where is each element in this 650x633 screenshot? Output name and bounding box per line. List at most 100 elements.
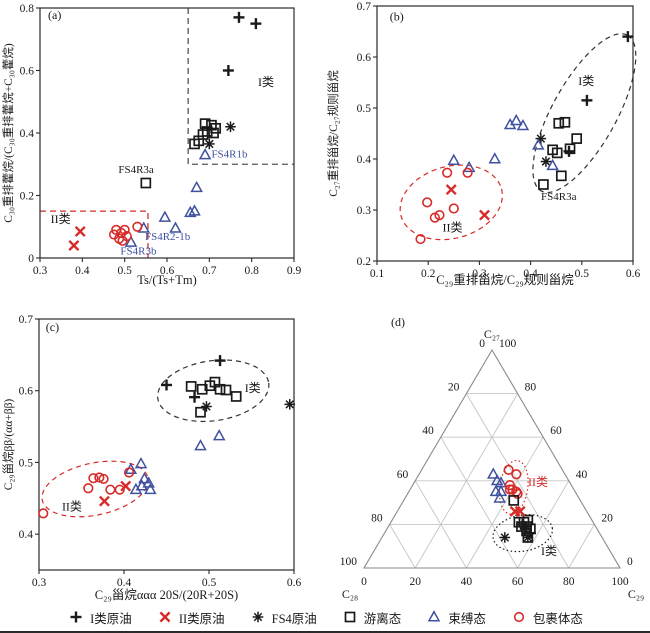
legend-item-0: I类原油 <box>67 608 132 627</box>
svg-text:0.4: 0.4 <box>19 529 34 541</box>
svg-text:100: 100 <box>499 338 517 350</box>
svg-text:0.6: 0.6 <box>160 265 175 277</box>
svg-text:(a): (a) <box>48 8 61 22</box>
svg-text:FS4R3a: FS4R3a <box>118 164 154 176</box>
svg-text:0: 0 <box>479 338 485 350</box>
svg-text:II类: II类 <box>528 475 548 489</box>
svg-text:C₃₀重排藿烷/(C₃₀重排藿烷+C₃₀藿烷): C₃₀重排藿烷/(C₃₀重排藿烷+C₃₀藿烷) <box>1 43 15 223</box>
svg-text:C₂₈: C₂₈ <box>342 587 358 601</box>
svg-text:100: 100 <box>340 556 358 568</box>
svg-text:0.6: 0.6 <box>20 66 35 78</box>
svg-text:FS4R1b: FS4R1b <box>211 148 248 160</box>
svg-text:0: 0 <box>28 253 34 265</box>
panel-d-ternary-chart: 0 100 0 20 80 20 40 60 40 60 40 60 80 20 80 100 0 100 C₂₇ C… <box>325 300 650 610</box>
svg-text:0.8: 0.8 <box>244 265 259 277</box>
chart-a-svg: 0.3 0.4 0.5 0.6 0.7 0.8 0.9 0 0.2 0.4 0.6 0.8 Ts/(Ts… <box>1 3 302 287</box>
svg-text:0.6: 0.6 <box>357 52 372 64</box>
svg-text:40: 40 <box>461 576 473 588</box>
legend-label: 束缚态 <box>448 611 486 626</box>
svg-text:0: 0 <box>361 576 367 588</box>
panel-a-chart: 0.3 0.4 0.5 0.6 0.7 0.8 0.9 0 0.2 0.4 0.6 0.8 Ts/(Ts… <box>0 0 325 300</box>
x-marker-icon <box>159 611 171 623</box>
svg-text:0.7: 0.7 <box>202 265 217 277</box>
svg-text:II类: II类 <box>51 212 71 226</box>
svg-text:0.5: 0.5 <box>357 103 372 115</box>
svg-text:(c): (c) <box>46 320 59 334</box>
legend-label: II类原油 <box>178 611 225 626</box>
svg-text:0.6: 0.6 <box>19 386 34 398</box>
legend-item-5: 包裹体态 <box>510 608 583 627</box>
svg-text:0.6: 0.6 <box>287 577 302 589</box>
chart-c-svg: 0.3 0.4 0.5 0.6 0.4 0.5 0.6 0.7 C₂₉甾烷ααα 20S/(20… <box>1 314 302 602</box>
svg-text:C₂₇重排甾烷/C₂₇规则甾烷: C₂₇重排甾烷/C₂₇规则甾烷 <box>326 70 340 197</box>
svg-text:C₂₉: C₂₉ <box>628 587 644 601</box>
svg-text:0.1: 0.1 <box>370 268 385 280</box>
svg-text:C₂₉甾烷ααα 20S/(20R+20S): C₂₉甾烷ααα 20S/(20R+20S) <box>95 588 238 602</box>
svg-text:0.6: 0.6 <box>626 268 641 280</box>
svg-text:0.4: 0.4 <box>20 128 35 140</box>
svg-text:0.5: 0.5 <box>202 577 217 589</box>
svg-text:0.5: 0.5 <box>19 457 34 469</box>
svg-text:20: 20 <box>448 382 460 394</box>
svg-text:60: 60 <box>550 425 562 437</box>
svg-text:0.8: 0.8 <box>20 3 35 15</box>
svg-text:I类: I类 <box>541 544 557 558</box>
svg-text:80: 80 <box>563 576 575 588</box>
svg-text:0.4: 0.4 <box>523 268 538 280</box>
legend-label: 包裹体态 <box>532 611 583 626</box>
legend-item-2: FS4原油 <box>249 608 317 627</box>
svg-text:0.2: 0.2 <box>357 256 372 268</box>
panel-c-chart: 0.3 0.4 0.5 0.6 0.4 0.5 0.6 0.7 C₂₉甾烷ααα 20S/(20… <box>0 300 325 610</box>
legend-label: I类原油 <box>90 611 132 626</box>
svg-text:0.2: 0.2 <box>20 191 35 203</box>
plus-marker-icon <box>70 611 82 623</box>
svg-text:0.3: 0.3 <box>33 265 48 277</box>
triangle-marker-icon <box>428 610 441 622</box>
svg-text:0.5: 0.5 <box>117 265 132 277</box>
svg-text:0.4: 0.4 <box>75 265 90 277</box>
bottom-rule-divider <box>0 631 650 633</box>
svg-text:0.3: 0.3 <box>357 205 372 217</box>
svg-text:40: 40 <box>576 469 588 481</box>
svg-text:C₂₉甾烷ββ/(αα+ββ): C₂₉甾烷ββ/(αα+ββ) <box>1 399 15 491</box>
svg-text:(d): (d) <box>391 315 405 329</box>
svg-text:100: 100 <box>611 576 629 588</box>
panel-b-chart: 0.1 0.2 0.3 0.4 0.5 0.6 0.2 0.3 0.4 0.5 0.6 0.7 C₂₉重… <box>325 0 650 300</box>
svg-text:C₂₇: C₂₇ <box>484 327 500 341</box>
svg-text:0.9: 0.9 <box>287 265 302 277</box>
svg-text:0.4: 0.4 <box>117 577 132 589</box>
svg-text:0.7: 0.7 <box>357 1 372 13</box>
svg-text:40: 40 <box>422 425 434 437</box>
svg-text:80: 80 <box>525 382 537 394</box>
svg-text:I类: I类 <box>578 74 594 88</box>
svg-text:I类: I类 <box>258 75 274 89</box>
svg-text:0: 0 <box>627 556 633 568</box>
legend-item-3: 游离态 <box>341 608 402 627</box>
legend-item-1: II类原油 <box>156 608 225 627</box>
chart-b-svg: 0.1 0.2 0.3 0.4 0.5 0.60.20.30.40.50.60.7C₂₉重… <box>326 1 641 287</box>
svg-text:0.3: 0.3 <box>32 577 47 589</box>
svg-text:II类: II类 <box>443 220 463 234</box>
svg-text:0.7: 0.7 <box>19 314 34 326</box>
svg-text:FS4R3a: FS4R3a <box>541 191 577 203</box>
asterisk-marker-icon <box>252 611 263 623</box>
legend: I类原油 II类原油 FS4原油 游离态 束缚态 包裹体态 <box>0 604 650 630</box>
svg-text:0.4: 0.4 <box>357 154 372 166</box>
svg-text:0.5: 0.5 <box>575 268 590 280</box>
svg-text:(b): (b) <box>390 9 404 23</box>
svg-text:60: 60 <box>397 469 409 481</box>
svg-text:FS4R2-1b: FS4R2-1b <box>145 231 191 243</box>
svg-text:FS4R3b: FS4R3b <box>120 245 157 257</box>
svg-text:0.3: 0.3 <box>472 268 487 280</box>
svg-text:0.2: 0.2 <box>421 268 436 280</box>
legend-label: 游离态 <box>363 611 402 626</box>
svg-text:I类: I类 <box>245 381 261 395</box>
svg-text:C₂₉重排甾烷/C₂₉规则甾烷: C₂₉重排甾烷/C₂₉规则甾烷 <box>436 272 574 287</box>
square-marker-icon <box>344 611 356 623</box>
svg-text:20: 20 <box>601 512 613 524</box>
svg-text:20: 20 <box>409 576 421 588</box>
svg-text:80: 80 <box>371 512 383 524</box>
legend-item-4: 束缚态 <box>425 608 486 627</box>
